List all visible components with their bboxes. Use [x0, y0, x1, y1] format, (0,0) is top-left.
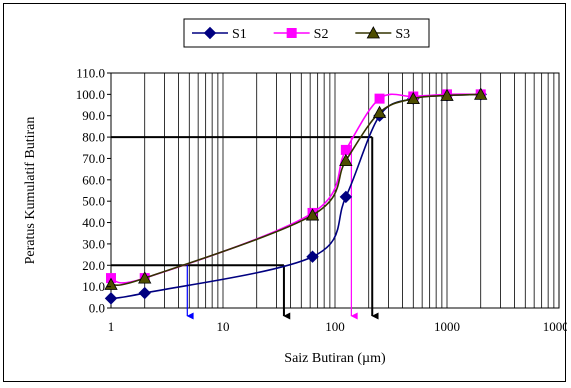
x-tick-label: 10000	[543, 319, 567, 334]
y-tick-label: 0.0	[89, 301, 105, 316]
series-s3-point	[372, 105, 387, 118]
x-tick-label: 100	[325, 319, 345, 334]
series-s1-line	[110, 93, 481, 300]
chart-frame: 0.0 10.0 20.0 30.0 40.0 50.0 60.0 70.0 80.0 90.0 1…	[3, 3, 571, 382]
x-tick-label: 1000	[434, 319, 460, 334]
x-axis-ticks: 1 10 100 1000 10000	[108, 319, 571, 334]
y-axis-ticks: 0.0 10.0 20.0 30.0 40.0 50.0 60.0 70.0 80.0 90.0 1…	[76, 66, 111, 316]
series-group	[104, 87, 488, 305]
legend-label: S1	[232, 27, 247, 42]
legend-item-s3: S3	[355, 26, 410, 42]
y-tick-label: 110.0	[76, 66, 105, 81]
y-tick-label: 50.0	[82, 194, 105, 209]
series-s1-point	[306, 250, 319, 263]
x-axis-label: Saiz Butiran (µm)	[284, 351, 386, 366]
series-s1-point	[104, 292, 118, 305]
legend-label: S3	[395, 27, 410, 42]
y-tick-label: 100.0	[76, 87, 105, 102]
series-s1-point	[339, 190, 353, 204]
y-tick-label: 30.0	[82, 236, 105, 251]
series-s3-point	[339, 153, 353, 166]
series-s3-point	[138, 271, 152, 284]
series-s2-point	[374, 93, 385, 104]
y-tick-label: 90.0	[82, 108, 105, 123]
legend-swatch-marker	[366, 26, 381, 39]
y-tick-label: 10.0	[82, 279, 105, 294]
y-tick-label: 80.0	[82, 130, 105, 145]
series-s2-point	[340, 144, 351, 155]
series-s3-point	[406, 91, 420, 105]
series-s3-line	[110, 93, 481, 287]
series-s3-point	[474, 87, 488, 100]
y-tick-label: 20.0	[82, 258, 105, 273]
series-s3-point	[305, 208, 320, 221]
plot-area	[110, 72, 560, 309]
legend-item-s2: S2	[273, 27, 329, 42]
x-tick-label: 10	[217, 319, 230, 334]
y-axis-label: Peratus Kumulatif Butiran	[23, 117, 38, 265]
legend: S1 S2 S3	[183, 18, 430, 48]
series-s1-point	[138, 286, 151, 300]
x-tick-label: 1	[108, 319, 115, 334]
legend-item-s1: S1	[192, 26, 247, 42]
grain-size-chart: 0.0 10.0 20.0 30.0 40.0 50.0 60.0 70.0 80.0 90.0 1…	[23, 18, 571, 366]
series-s2-line	[110, 93, 481, 284]
legend-swatch-marker	[203, 26, 217, 40]
series-s3-point	[440, 88, 454, 101]
y-tick-label: 70.0	[82, 151, 105, 166]
legend-swatch-marker	[286, 28, 297, 38]
y-tick-label: 40.0	[82, 215, 105, 230]
grid-lines	[110, 73, 555, 308]
series-s2	[106, 89, 486, 284]
y-tick-label: 60.0	[82, 172, 105, 187]
reference-lines	[111, 136, 379, 320]
legend-label: S2	[314, 27, 329, 42]
